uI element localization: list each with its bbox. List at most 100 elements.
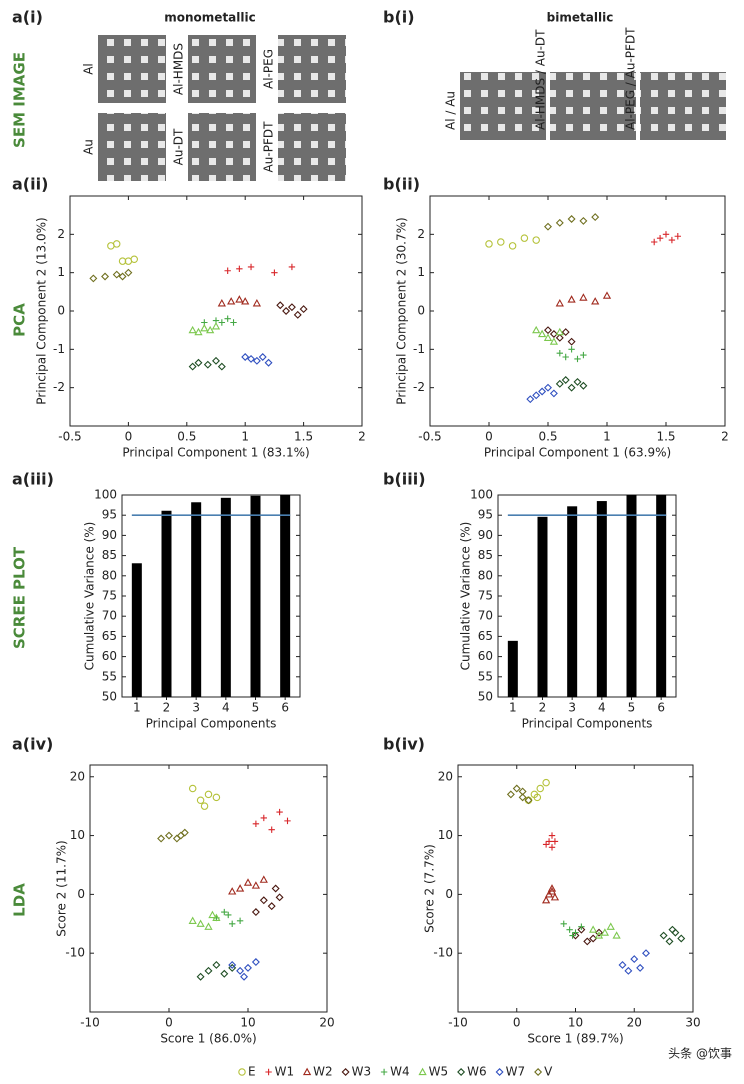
marker bbox=[567, 337, 576, 346]
marker bbox=[380, 1068, 388, 1076]
x-tick-label: 30 bbox=[685, 1016, 700, 1030]
y-tick-label: 90 bbox=[478, 528, 493, 542]
marker bbox=[532, 391, 541, 400]
marker bbox=[485, 240, 493, 248]
marker bbox=[636, 963, 645, 972]
marker bbox=[265, 1068, 272, 1076]
sem-label: Al-HMDS / Au-DT bbox=[534, 29, 548, 130]
x-axis-title: Principal Components bbox=[522, 717, 653, 731]
sem-image bbox=[640, 72, 726, 140]
marker bbox=[595, 928, 603, 937]
marker bbox=[506, 790, 515, 799]
marker bbox=[238, 1068, 246, 1076]
marker bbox=[251, 881, 261, 889]
marker bbox=[532, 325, 541, 334]
marker bbox=[260, 814, 267, 822]
marker bbox=[662, 231, 670, 238]
marker bbox=[589, 934, 598, 943]
sem-image bbox=[188, 113, 256, 181]
x-tick-label: 0.5 bbox=[177, 430, 196, 444]
legend-label: E bbox=[248, 1065, 256, 1079]
sem-label: Al-HMDS bbox=[172, 43, 186, 95]
marker bbox=[567, 295, 576, 303]
y-tick-label: 55 bbox=[102, 669, 117, 683]
marker bbox=[568, 346, 575, 353]
plot-frame bbox=[89, 764, 328, 1013]
marker bbox=[229, 920, 236, 927]
marker bbox=[630, 955, 639, 964]
sem-label: Au-PFDT bbox=[262, 121, 276, 173]
y-tick-label: 1 bbox=[57, 265, 65, 279]
marker bbox=[196, 796, 205, 805]
x-tick-label: 2 bbox=[539, 701, 547, 715]
marker bbox=[544, 383, 552, 392]
x-tick-label: 20 bbox=[319, 1016, 334, 1030]
marker bbox=[555, 299, 564, 307]
marker bbox=[243, 878, 253, 886]
x-tick-label: 0 bbox=[485, 430, 493, 444]
y-tick-label: 75 bbox=[478, 589, 493, 603]
marker bbox=[656, 234, 664, 242]
panel-label: a(i) bbox=[12, 8, 43, 27]
marker bbox=[600, 928, 610, 936]
panel-title: monometallic bbox=[164, 11, 255, 25]
marker bbox=[112, 240, 121, 248]
x-tick-label: 1.5 bbox=[656, 430, 675, 444]
marker bbox=[549, 337, 559, 345]
marker bbox=[538, 387, 547, 396]
marker bbox=[89, 274, 98, 283]
marker bbox=[569, 932, 576, 939]
y-tick-label: 85 bbox=[102, 548, 117, 562]
y-tick-label: 55 bbox=[478, 669, 493, 683]
marker bbox=[228, 963, 237, 972]
marker bbox=[418, 1067, 427, 1076]
marker bbox=[200, 323, 209, 332]
marker bbox=[536, 784, 544, 793]
marker bbox=[176, 831, 185, 840]
marker bbox=[606, 922, 615, 930]
sem-label: Au-DT bbox=[172, 128, 186, 165]
marker bbox=[276, 808, 283, 816]
marker bbox=[236, 265, 243, 273]
marker bbox=[561, 328, 570, 337]
marker bbox=[532, 236, 540, 244]
y-tick-label: 0 bbox=[57, 304, 65, 318]
marker bbox=[235, 884, 245, 892]
y-tick-label: 95 bbox=[102, 508, 117, 522]
marker bbox=[591, 213, 600, 222]
y-axis-title: Score 2 (11.7%) bbox=[55, 840, 69, 936]
marker bbox=[624, 966, 633, 975]
bar bbox=[191, 502, 202, 697]
marker bbox=[101, 272, 110, 281]
marker bbox=[225, 911, 232, 919]
sem-label: Au bbox=[82, 139, 96, 155]
x-tick-label: 5 bbox=[252, 701, 260, 715]
y-tick-label: 65 bbox=[478, 629, 493, 643]
bar bbox=[280, 495, 291, 697]
marker bbox=[524, 796, 533, 805]
marker bbox=[251, 958, 260, 966]
marker bbox=[200, 802, 209, 810]
panel-title: bimetallic bbox=[547, 11, 614, 25]
y-tick-label: 70 bbox=[478, 609, 493, 623]
marker bbox=[224, 315, 231, 322]
marker bbox=[258, 353, 267, 361]
marker bbox=[674, 233, 681, 240]
panel-label: b(iv) bbox=[383, 735, 425, 754]
panel-label: b(iii) bbox=[383, 470, 426, 489]
x-tick-label: -10 bbox=[448, 1016, 468, 1030]
marker bbox=[550, 892, 560, 901]
marker bbox=[548, 844, 556, 851]
marker bbox=[579, 293, 588, 301]
marker bbox=[188, 325, 197, 334]
y-tick-label: 65 bbox=[102, 629, 117, 643]
x-tick-label: 5 bbox=[628, 701, 636, 715]
bar bbox=[220, 497, 231, 697]
y-tick-label: 0 bbox=[445, 887, 453, 901]
marker bbox=[560, 920, 567, 927]
marker bbox=[275, 893, 284, 902]
x-tick-label: 6 bbox=[657, 701, 665, 715]
panel-label: a(ii) bbox=[12, 175, 48, 194]
x-tick-label: 0 bbox=[125, 430, 133, 444]
